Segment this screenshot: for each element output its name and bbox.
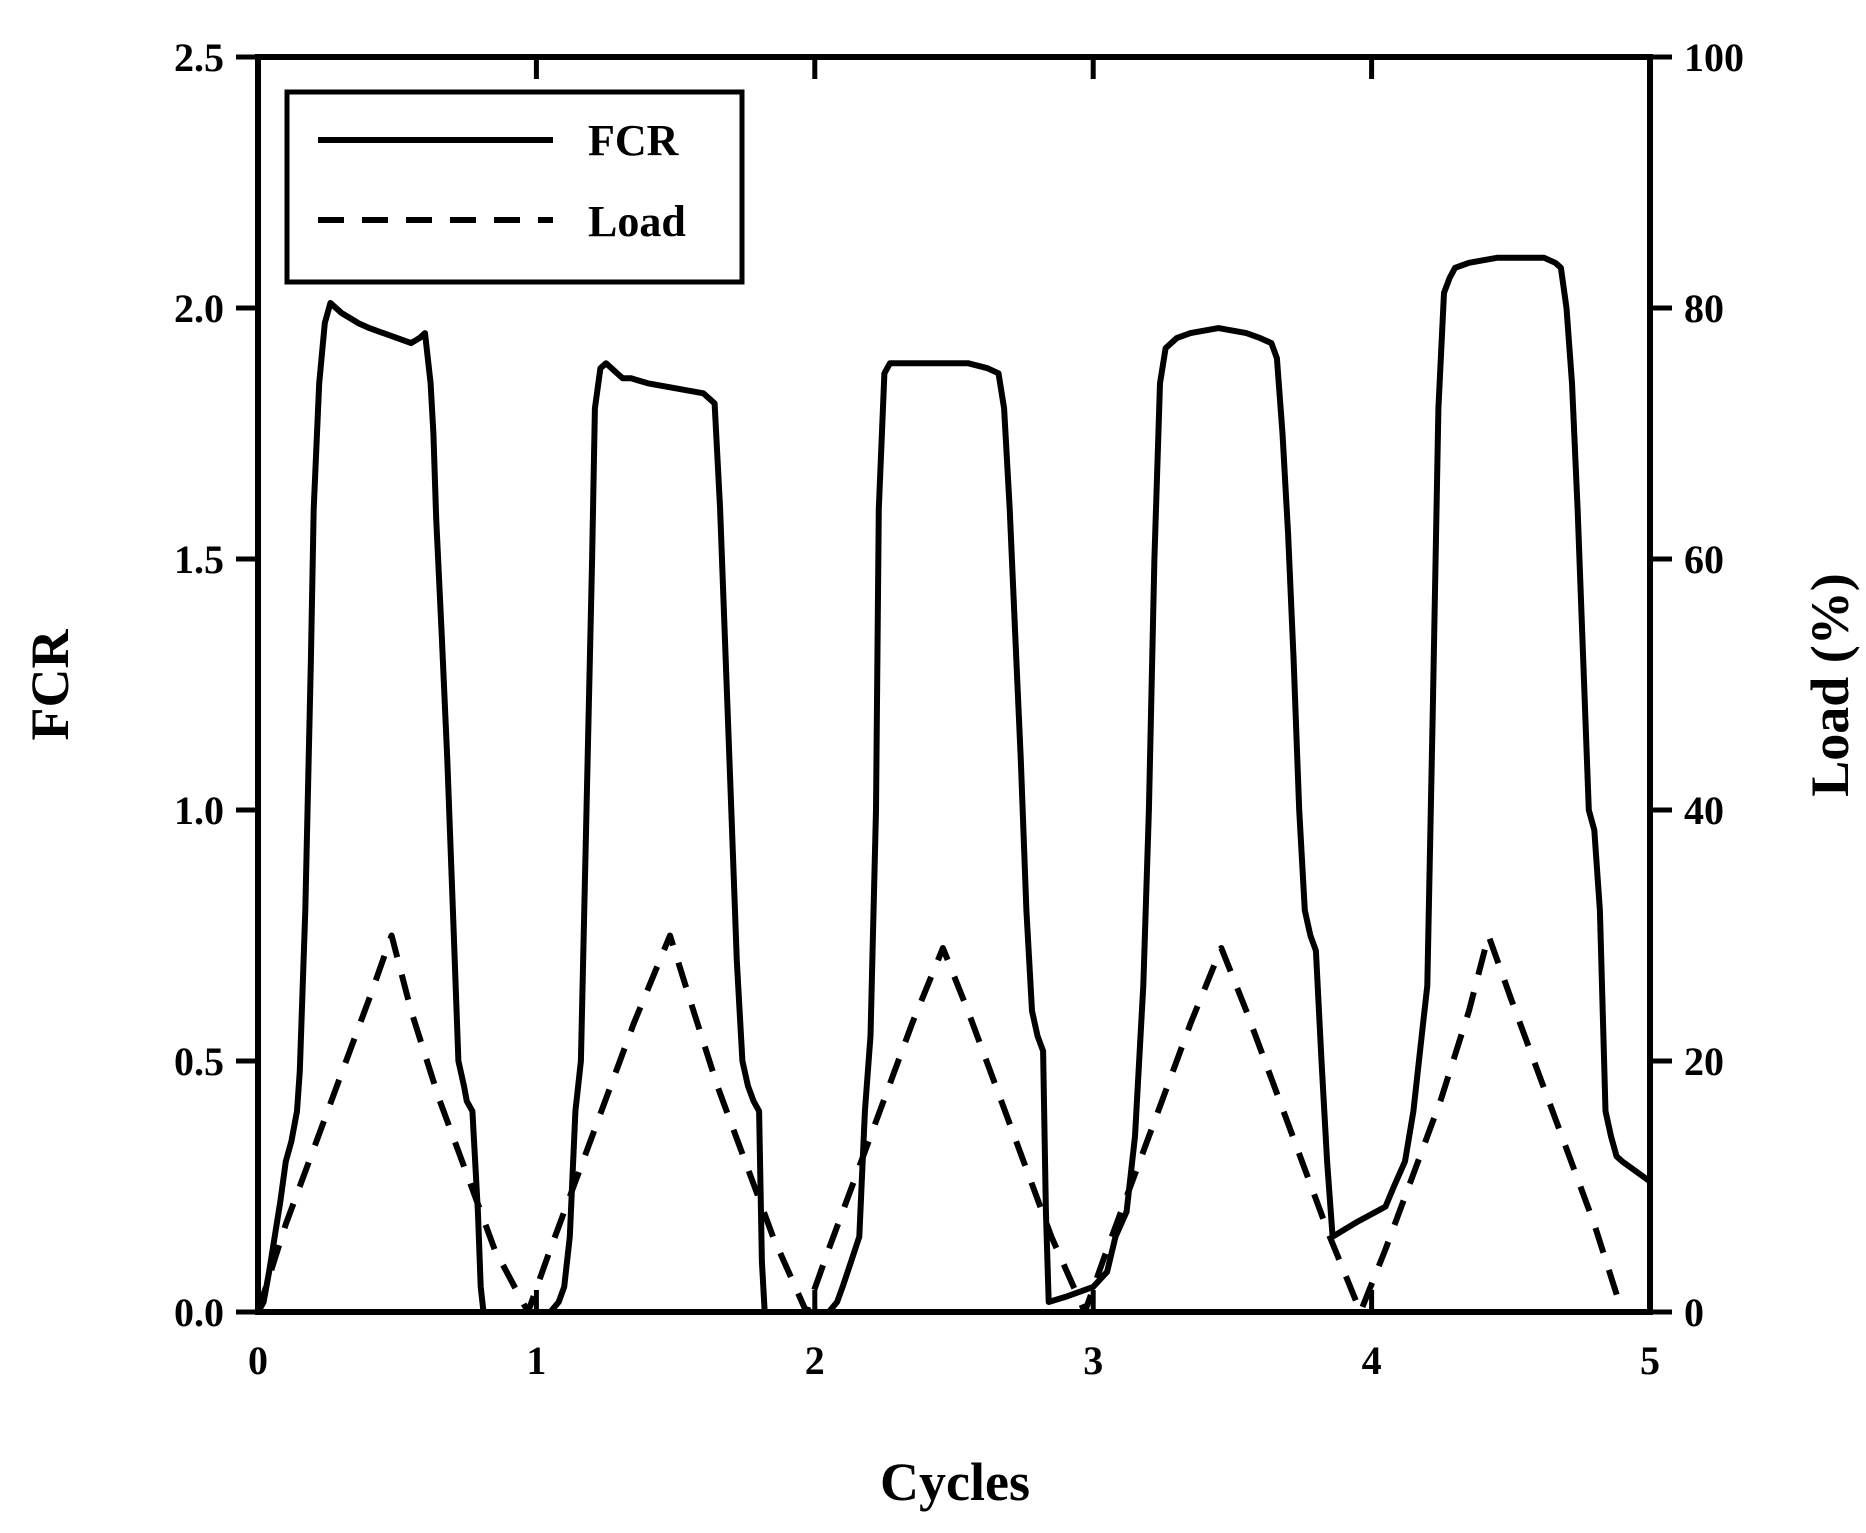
y2-tick-label: 60	[1684, 537, 1724, 582]
x-tick-label: 2	[805, 1338, 825, 1383]
y2-axis-title: Load (%)	[1800, 573, 1860, 797]
y2-tick-label: 40	[1684, 788, 1724, 833]
x-tick-label: 4	[1362, 1338, 1382, 1383]
legend-fcr-label: FCR	[588, 116, 680, 165]
x-axis-title: Cycles	[880, 1452, 1030, 1512]
y-axis-title: FCR	[20, 629, 80, 741]
series-line-fcr	[255, 254, 1652, 1315]
legend-box	[284, 89, 745, 285]
y-tick-label: 2.5	[174, 35, 224, 80]
y-tick-label: 0.5	[174, 1039, 224, 1084]
y2-tick-label: 20	[1684, 1039, 1724, 1084]
plot-frame	[255, 54, 1653, 1315]
y-tick-label: 0.0	[174, 1290, 224, 1335]
y-tick-label: 1.5	[174, 537, 224, 582]
series-layer	[255, 254, 1652, 1315]
x-tick-label: 5	[1640, 1338, 1660, 1383]
x-tick-label: 1	[526, 1338, 546, 1383]
legend-load-label: Load	[588, 197, 686, 246]
legend: FCR Load	[284, 89, 745, 285]
series-line-load	[255, 932, 1626, 1315]
x-tick-label: 3	[1083, 1338, 1103, 1383]
y-tick-label: 1.0	[174, 788, 224, 833]
y2-tick-label: 0	[1684, 1290, 1704, 1335]
y2-tick-label: 100	[1684, 35, 1744, 80]
x-tick-label: 0	[248, 1338, 268, 1383]
axes-layer: 0 1 2 3 4 5 0.0 0.5 1.0 1.5 2.0 2.5 0 20 40 60 80 100	[174, 35, 1744, 1383]
y-tick-label: 2.0	[174, 286, 224, 331]
y2-tick-label: 80	[1684, 286, 1724, 331]
